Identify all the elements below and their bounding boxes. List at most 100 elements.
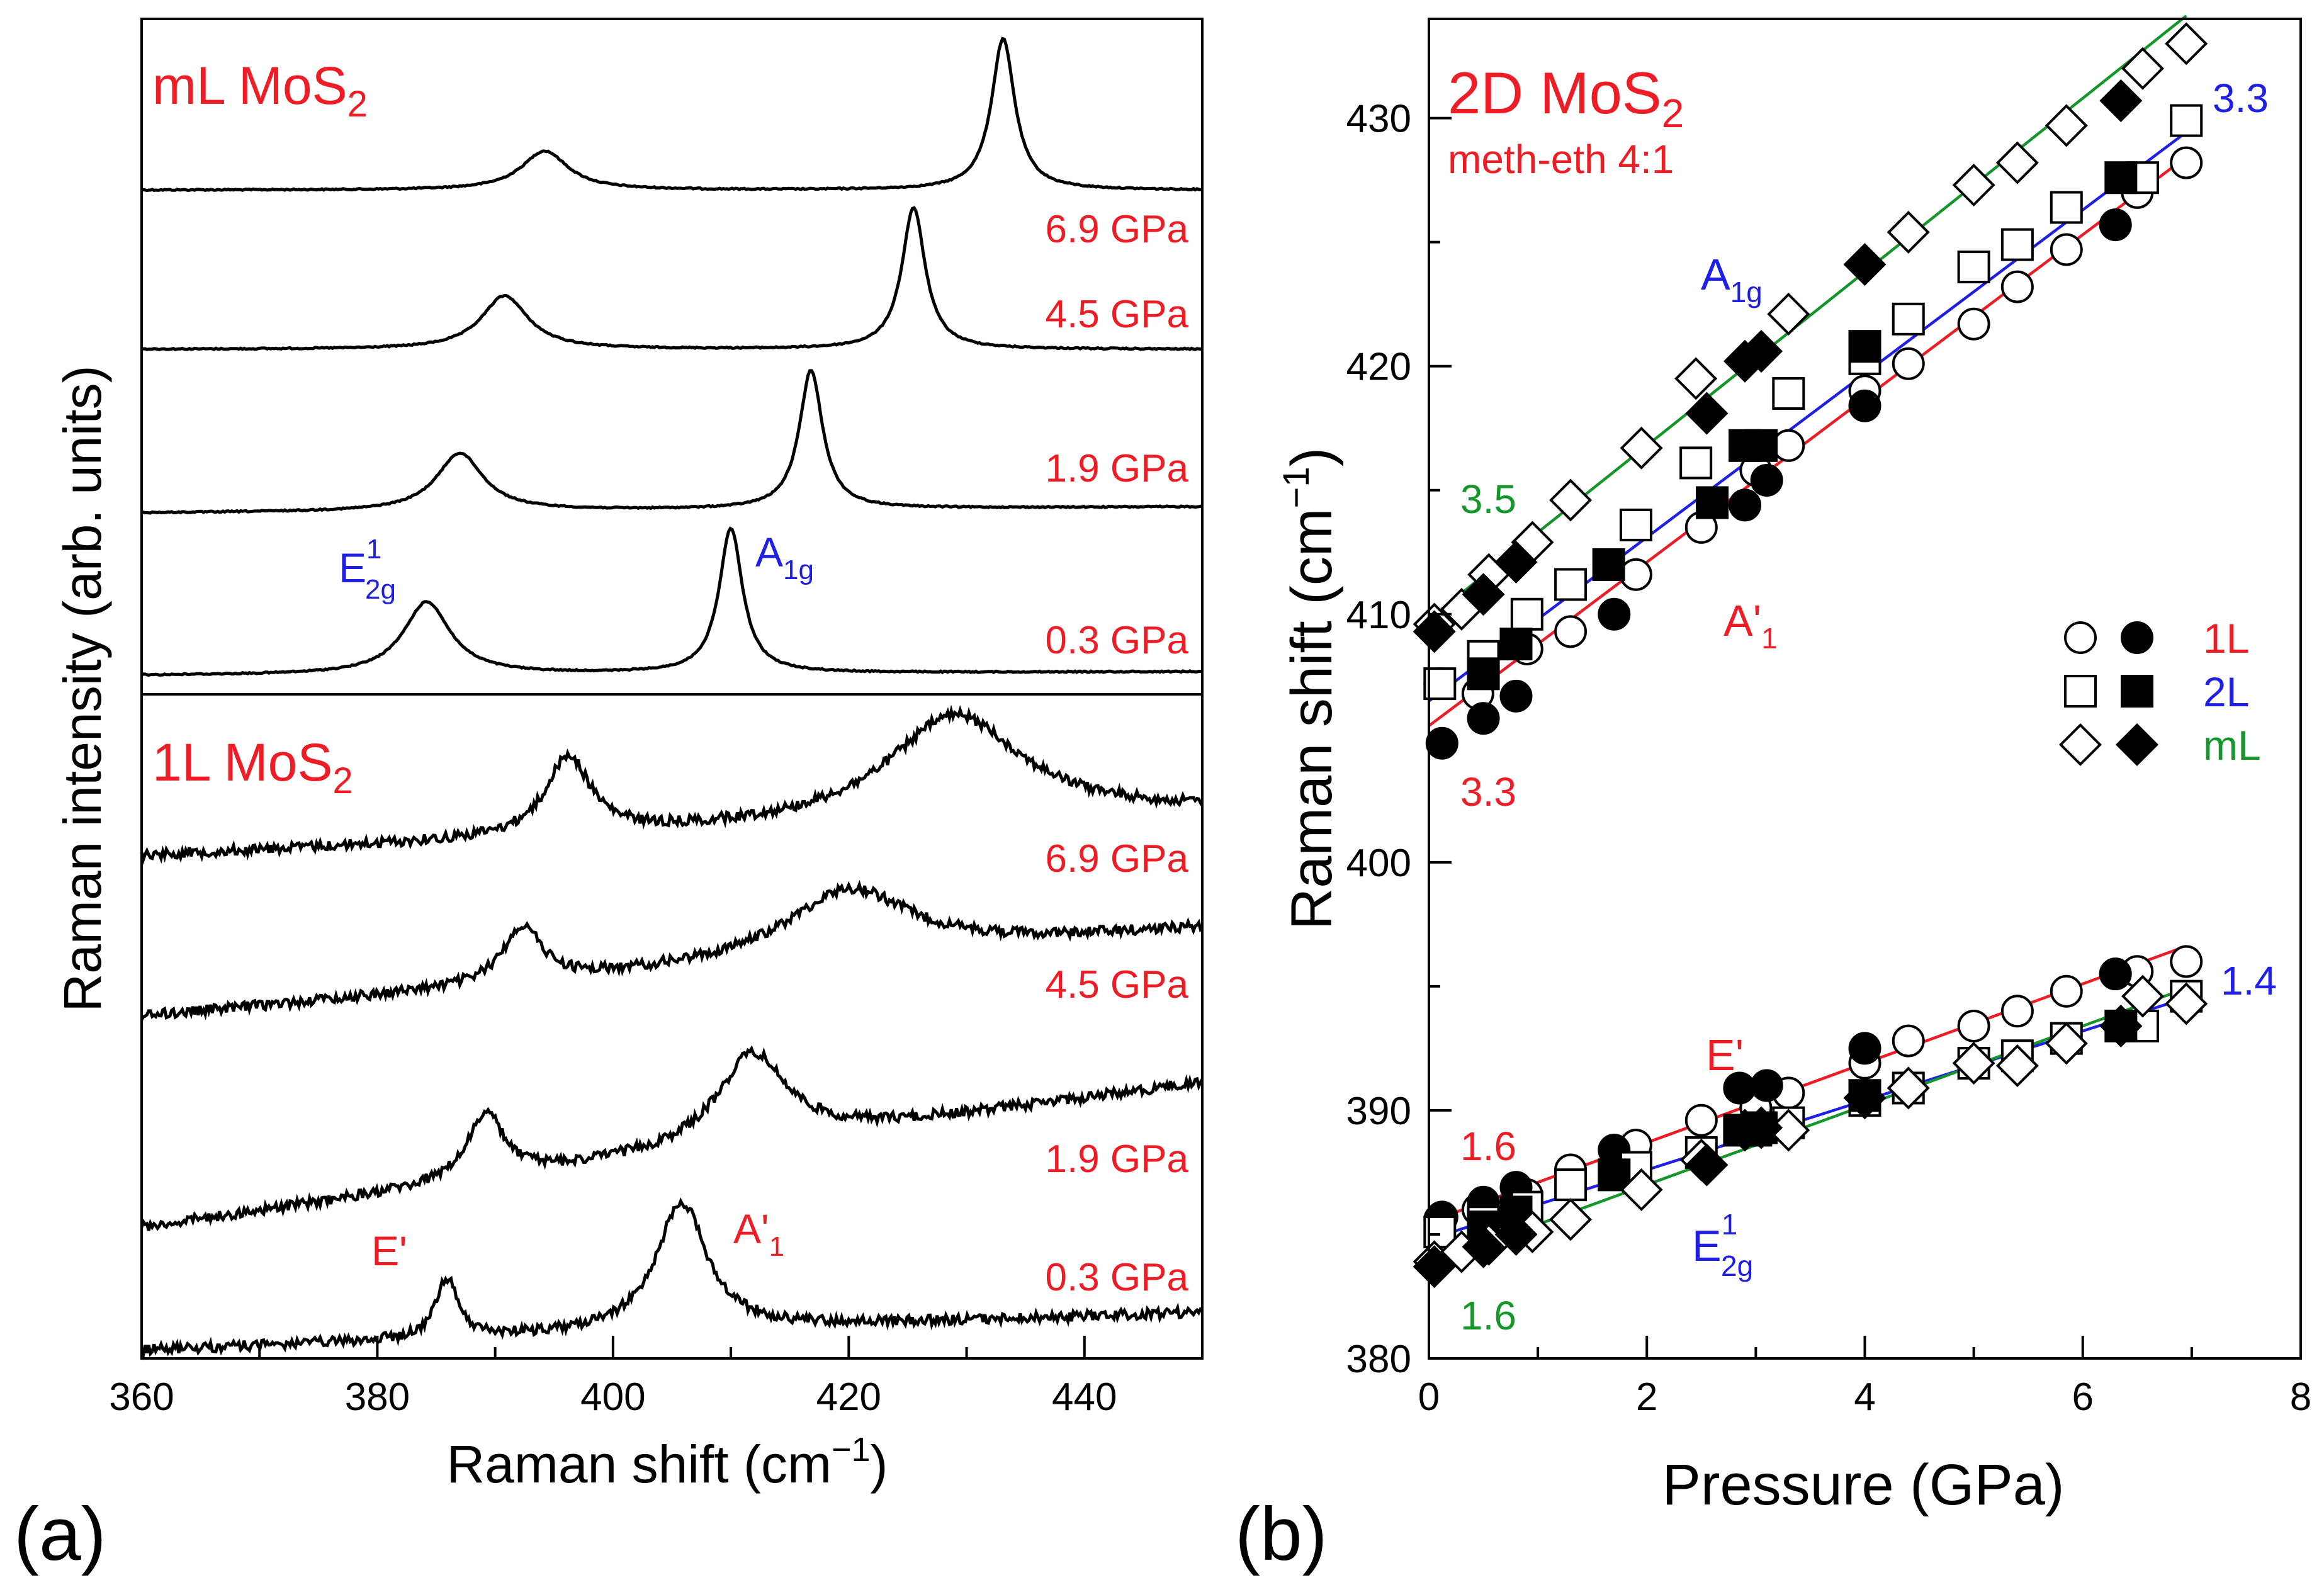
legend: 1L 2L mL [2058, 615, 2261, 769]
panel-a-xlabel: Raman shift (cm−1) [446, 1431, 888, 1494]
1L-eprime-peak-label: E' [371, 1227, 407, 1274]
panel-b-xtick-label: 8 [2290, 1375, 2311, 1419]
panel-a-traces [140, 37, 1204, 1360]
diamond-point [1685, 392, 1729, 435]
panel-b-xtick-label: 2 [1636, 1375, 1657, 1419]
circle-point [1598, 597, 1631, 631]
mL-trace [140, 369, 1204, 515]
circle-point [1499, 679, 1533, 713]
panel-a-frame [140, 18, 1204, 1360]
panel-b-letter: (b) [1235, 1492, 1328, 1576]
legend-square-filled [2121, 675, 2153, 708]
panel-b-xtick-label: 6 [2072, 1375, 2094, 1419]
panel-b-ytick-label: 390 [1346, 1090, 1411, 1133]
square-point [1554, 568, 1588, 601]
diamond-point [1740, 330, 1783, 373]
panel-b-ytick-label: 410 [1346, 594, 1411, 637]
legend-diamond-open [2058, 723, 2102, 767]
square-point [1467, 657, 1500, 691]
panel-a-ylabel: Raman intensity (arb. units) [53, 365, 112, 1012]
slope-label-a1g-2l: 3.3 [2213, 76, 2269, 121]
mL-trace [140, 526, 1203, 677]
slope-label-e2g-ml: 1.6 [1460, 1293, 1516, 1338]
diamond-point [1413, 610, 1456, 653]
panel-b-title: 2D MoS2 [1448, 60, 1684, 136]
diamond-point [2045, 104, 2088, 147]
diamond-point [1620, 1168, 1663, 1212]
1L-trace [140, 1197, 1203, 1360]
a1g-mode-label: A1g [1701, 250, 1763, 308]
panel-a-xticks: 360 380 400 420 440 [109, 1336, 1117, 1419]
1L-a1prime-peak-label: A'1 [733, 1205, 784, 1262]
circle-point [1848, 389, 1881, 422]
circle-point [2000, 995, 2034, 1028]
circle-point [2000, 270, 2034, 303]
circle-point [2170, 945, 2203, 978]
1L-trace [140, 704, 1204, 866]
slope-label-e2g-2l: 1.4 [2221, 958, 2277, 1003]
fit-line [1428, 131, 2187, 703]
circle-point [1467, 702, 1500, 735]
square-point [1745, 429, 1778, 462]
diamond-point [1952, 164, 1995, 207]
1L-pressure-label-3: 0.3 GPa [1046, 1256, 1189, 1299]
circle-point [2099, 957, 2132, 991]
mL-title: mL MoS2 [152, 56, 368, 125]
diamond-point [2121, 47, 2164, 90]
square-point [1510, 597, 1543, 631]
diamond-point [1767, 292, 1810, 336]
slope-label-a1p-1l: 3.3 [1460, 769, 1516, 815]
panel-b-ticks: 0 2 4 6 8 380 390 400 410 420 430 [1346, 98, 2312, 1419]
panel-a: 360 380 400 420 440 mL MoS2 1L MoS2 6.9 GPa … [14, 18, 1204, 1576]
mL-a1g-peak-label: A1g [755, 529, 814, 585]
square-point [1892, 302, 1925, 336]
circle-point [1425, 726, 1458, 760]
diamond-point [1843, 243, 1887, 286]
circle-point [1772, 429, 1805, 462]
panel-b-ytick-label: 420 [1346, 346, 1411, 389]
panel-b-xlabel: Pressure (GPa) [1662, 1453, 2064, 1517]
panel-b: 0 2 4 6 8 380 390 400 410 420 430 2D MoS2 meth-eth… [1235, 14, 2312, 1576]
circle-point [1892, 347, 1925, 380]
square-point [2170, 104, 2203, 137]
diamond-point [1462, 1225, 1505, 1268]
diamond-point [2165, 22, 2208, 65]
panel-a-letter: (a) [14, 1492, 106, 1576]
diamond-point [1462, 573, 1505, 616]
diamond-point [2165, 982, 2208, 1025]
circle-point [1729, 488, 1762, 522]
panel-b-ytick-label: 380 [1346, 1338, 1411, 1381]
panel-b-ylabel: Raman shift (cm−1) [1276, 448, 1344, 930]
mL-pressure-label-2: 1.9 GPa [1046, 447, 1189, 490]
circle-point [2050, 974, 2083, 1008]
square-point [1696, 486, 1729, 519]
slope-label-a1g-ml: 3.5 [1460, 477, 1516, 522]
panel-a-xtick-label: 420 [816, 1375, 881, 1419]
1L-pressure-label-0: 6.9 GPa [1046, 837, 1189, 881]
legend-label: 1L [2203, 615, 2249, 662]
1L-pressure-label-2: 1.9 GPa [1046, 1137, 1189, 1181]
square-point [1592, 548, 1625, 581]
diamond-point [1887, 210, 1930, 254]
diamond-point [1887, 1066, 1930, 1110]
circle-point [1750, 1069, 1783, 1102]
square-point [1554, 1168, 1588, 1202]
diamond-point [1995, 1044, 2039, 1088]
circle-point [2050, 233, 2083, 266]
mL-pressure-label-3: 0.3 GPa [1046, 619, 1189, 662]
1L-title: 1L MoS2 [152, 733, 353, 801]
mL-trace [141, 206, 1203, 351]
mL-pressure-label-0: 6.9 GPa [1046, 208, 1189, 251]
panel-b-xtick-label: 4 [1854, 1375, 1875, 1419]
diamond-point [1494, 1212, 1538, 1256]
circle-point [1554, 615, 1588, 648]
square-point [1499, 628, 1533, 661]
square-point [2104, 161, 2138, 195]
a1prime-mode-label: A'1 [1723, 596, 1778, 655]
square-point [1619, 508, 1652, 541]
diamond-point [1549, 478, 1593, 522]
diamond-point [1740, 1106, 1783, 1149]
eprime-mode-label: E' [1706, 1030, 1744, 1080]
mL-pressure-label-1: 4.5 GPa [1046, 293, 1189, 336]
1L-trace [140, 1045, 1204, 1231]
